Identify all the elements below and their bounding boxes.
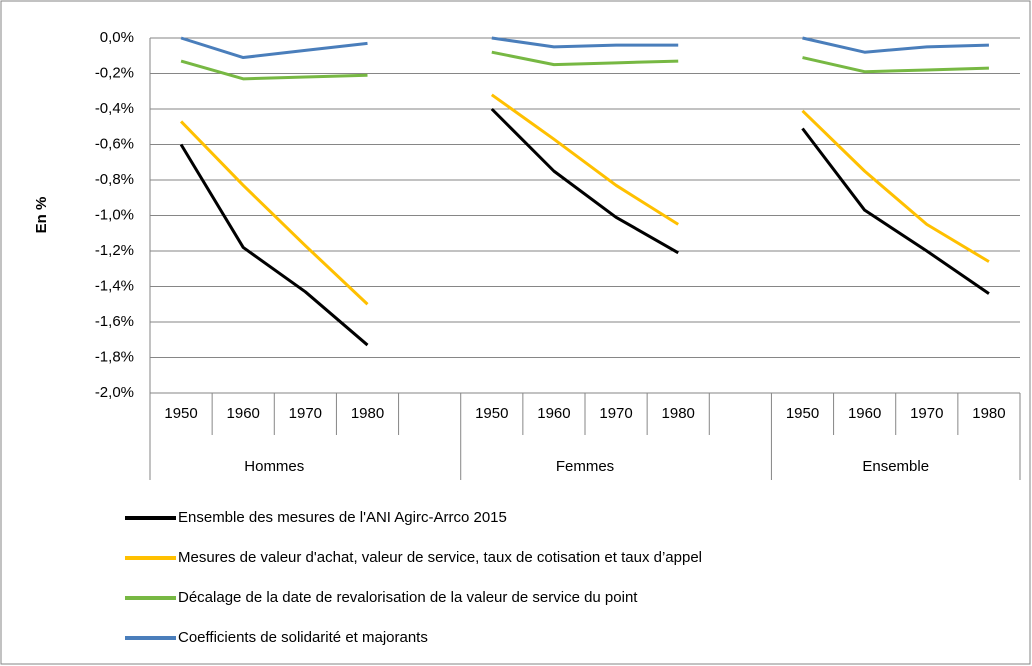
x-tick-label: 1960 — [537, 405, 570, 422]
x-tick-label: 1950 — [786, 405, 819, 422]
legend-label: Mesures de valeur d'achat, valeur de ser… — [178, 549, 702, 566]
group-label: Femmes — [556, 458, 614, 475]
y-tick-label: -0,8% — [95, 171, 134, 188]
y-tick-label: -1,2% — [95, 242, 134, 259]
y-tick-label: -1,0% — [95, 206, 134, 223]
legend-label: Coefficients de solidarité et majorants — [178, 629, 428, 646]
y-tick-label: -0,6% — [95, 135, 134, 152]
y-tick-label: -0,4% — [95, 100, 134, 117]
y-tick-label: -1,6% — [95, 313, 134, 330]
x-tick-label: 1970 — [910, 405, 943, 422]
x-tick-label: 1960 — [227, 405, 260, 422]
x-tick-label: 1980 — [662, 405, 695, 422]
y-tick-label: -2,0% — [95, 384, 134, 401]
x-tick-label: 1980 — [972, 405, 1005, 422]
x-tick-label: 1960 — [848, 405, 881, 422]
x-tick-label: 1970 — [599, 405, 632, 422]
y-tick-label: -1,8% — [95, 348, 134, 365]
x-tick-label: 1950 — [475, 405, 508, 422]
group-label: Ensemble — [862, 458, 929, 475]
x-tick-label: 1980 — [351, 405, 384, 422]
series-line — [180, 36, 989, 60]
legend-label: Décalage de la date de revalorisation de… — [178, 589, 638, 606]
series-line — [180, 50, 989, 81]
x-tick-label: 1970 — [289, 405, 322, 422]
y-tick-label: 0,0% — [100, 29, 134, 46]
y-tick-label: -0,2% — [95, 64, 134, 81]
series-line — [179, 107, 990, 347]
legend-label: Ensemble des mesures de l'ANI Agirc-Arrc… — [178, 509, 507, 526]
series-line — [179, 93, 990, 306]
y-tick-label: -1,4% — [95, 277, 134, 294]
x-tick-label: 1950 — [164, 405, 197, 422]
y-axis-label: En % — [33, 197, 50, 234]
group-label: Hommes — [244, 458, 304, 475]
